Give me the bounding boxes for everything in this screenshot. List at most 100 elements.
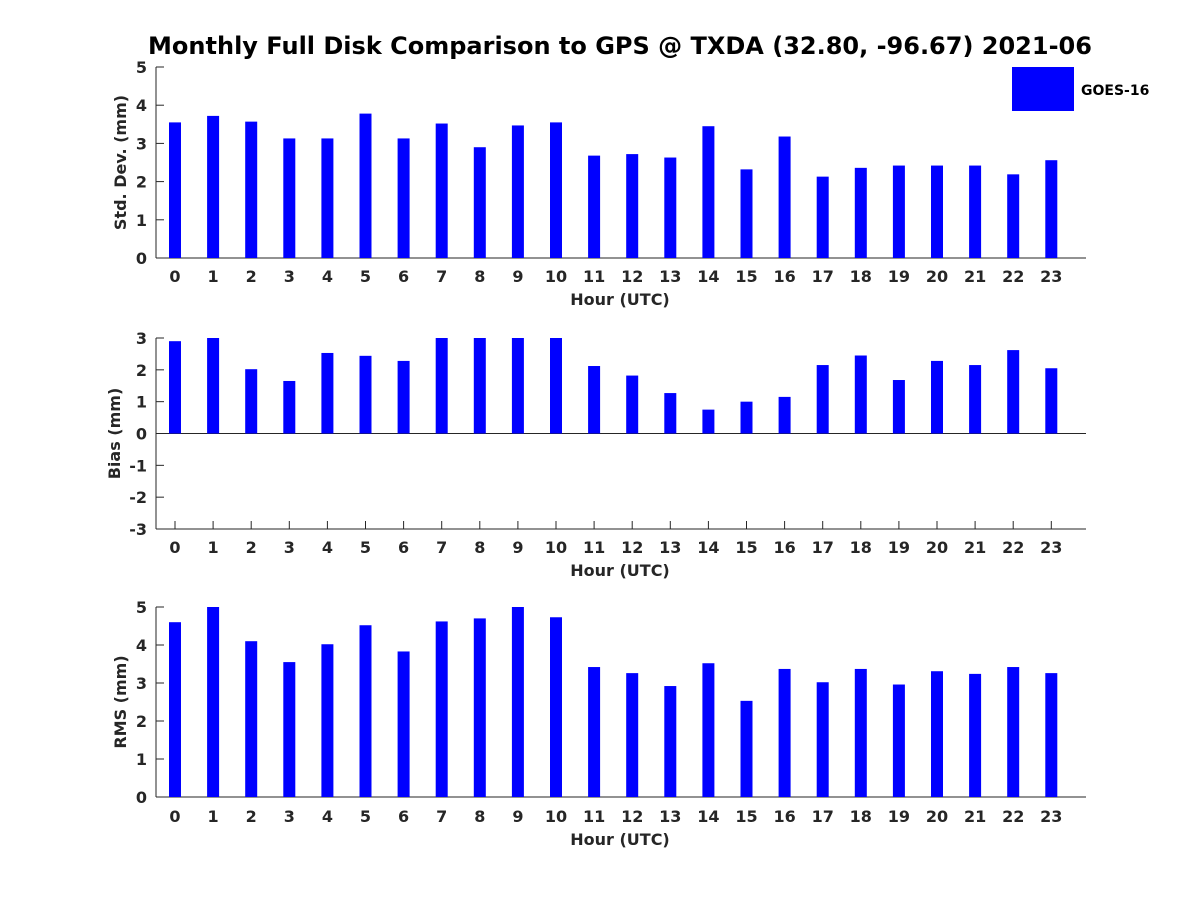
x-tick-label: 22 [1002, 267, 1024, 286]
x-tick-label: 18 [850, 267, 872, 286]
bar-hour-12 [626, 375, 639, 434]
bar-hour-17 [816, 365, 829, 434]
y-tick-label: 5 [136, 598, 147, 617]
bar-hour-0 [169, 341, 181, 434]
x-tick-label: 17 [812, 807, 834, 826]
bar-hour-5 [359, 355, 372, 434]
x-tick-label: 20 [926, 267, 948, 286]
bar-hour-11 [588, 155, 601, 258]
y-tick-label: 2 [136, 712, 147, 731]
x-tick-label: 2 [246, 538, 257, 557]
bar-hour-20 [931, 360, 943, 434]
y-tick-label: 0 [136, 788, 147, 807]
x-tick-label: 23 [1040, 538, 1062, 557]
x-tick-label: 16 [773, 267, 795, 286]
x-tick-label: 5 [360, 267, 371, 286]
bar-hour-2 [245, 641, 258, 797]
y-tick-label: -3 [129, 520, 147, 539]
bar-hour-10 [550, 617, 562, 797]
x-tick-label: 10 [545, 538, 567, 557]
bar-hour-7 [435, 621, 448, 797]
bar-hour-8 [473, 338, 486, 434]
x-tick-label: 6 [398, 807, 409, 826]
bar-hour-1 [207, 607, 220, 797]
x-tick-label: 0 [169, 807, 180, 826]
x-tick-label: 17 [812, 538, 834, 557]
bar-hour-16 [778, 396, 791, 434]
x-tick-label: 18 [850, 807, 872, 826]
x-tick-label: 8 [474, 538, 485, 557]
y-tick-label: 1 [136, 211, 147, 230]
legend-label-goes-16: GOES-16 [1081, 83, 1149, 99]
x-axis-label: Hour (UTC) [570, 290, 670, 309]
x-tick-label: 13 [659, 538, 681, 557]
x-tick-label: 13 [659, 267, 681, 286]
bar-hour-22 [1007, 174, 1020, 258]
x-tick-label: 6 [398, 538, 409, 557]
y-tick-label: 1 [136, 393, 147, 412]
legend: GOES-16 [1012, 67, 1149, 111]
bar-hour-21 [969, 365, 982, 434]
bar-hour-1 [207, 115, 220, 259]
x-tick-label: 12 [621, 267, 643, 286]
bar-hour-0 [169, 122, 181, 258]
y-axis-label: Bias (mm) [105, 388, 124, 480]
x-tick-label: 18 [850, 538, 872, 557]
x-tick-label: 15 [735, 538, 757, 557]
x-tick-label: 16 [773, 538, 795, 557]
x-tick-label: 13 [659, 807, 681, 826]
bar-hour-2 [245, 369, 258, 434]
x-tick-label: 3 [284, 538, 295, 557]
x-tick-label: 2 [246, 267, 257, 286]
bar-hour-15 [740, 401, 753, 434]
y-tick-label: 1 [136, 750, 147, 769]
y-axis-label: RMS (mm) [111, 655, 130, 748]
bar-hour-6 [397, 138, 410, 258]
bar-hour-21 [969, 165, 982, 258]
bar-hour-19 [892, 380, 905, 434]
bar-hour-3 [283, 662, 296, 797]
x-tick-label: 1 [208, 807, 219, 826]
bar-hour-6 [397, 360, 410, 434]
x-tick-label: 4 [322, 538, 333, 557]
x-tick-label: 5 [360, 538, 371, 557]
bar-hour-15 [740, 700, 753, 797]
bar-hour-13 [664, 393, 677, 434]
x-tick-label: 19 [888, 267, 910, 286]
y-tick-label: 5 [136, 58, 147, 77]
bar-hour-2 [245, 121, 258, 258]
x-tick-label: 4 [322, 807, 333, 826]
x-tick-label: 21 [964, 267, 986, 286]
bar-hour-8 [473, 618, 486, 797]
x-tick-label: 14 [697, 267, 719, 286]
x-tick-label: 20 [926, 807, 948, 826]
bar-hour-1 [207, 338, 220, 434]
bar-hour-18 [854, 668, 867, 797]
bar-hour-9 [511, 338, 524, 434]
x-tick-label: 23 [1040, 267, 1062, 286]
bar-hour-11 [588, 667, 601, 797]
x-tick-label: 4 [322, 267, 333, 286]
y-tick-label: 4 [136, 96, 147, 115]
x-tick-label: 12 [621, 807, 643, 826]
x-tick-label: 0 [169, 538, 180, 557]
x-tick-label: 22 [1002, 538, 1024, 557]
x-tick-label: 23 [1040, 807, 1062, 826]
bar-hour-15 [740, 169, 753, 258]
x-tick-label: 17 [812, 267, 834, 286]
x-tick-label: 21 [964, 807, 986, 826]
y-tick-label: -2 [129, 488, 147, 507]
x-tick-label: 7 [436, 267, 447, 286]
x-tick-label: 14 [697, 538, 719, 557]
x-axis-label: Hour (UTC) [570, 830, 670, 849]
bar-hour-13 [664, 686, 677, 797]
x-axis-label: Hour (UTC) [570, 561, 670, 580]
x-tick-label: 19 [888, 538, 910, 557]
bar-hour-20 [931, 671, 943, 797]
x-tick-label: 14 [697, 807, 719, 826]
bar-hour-4 [321, 138, 334, 258]
